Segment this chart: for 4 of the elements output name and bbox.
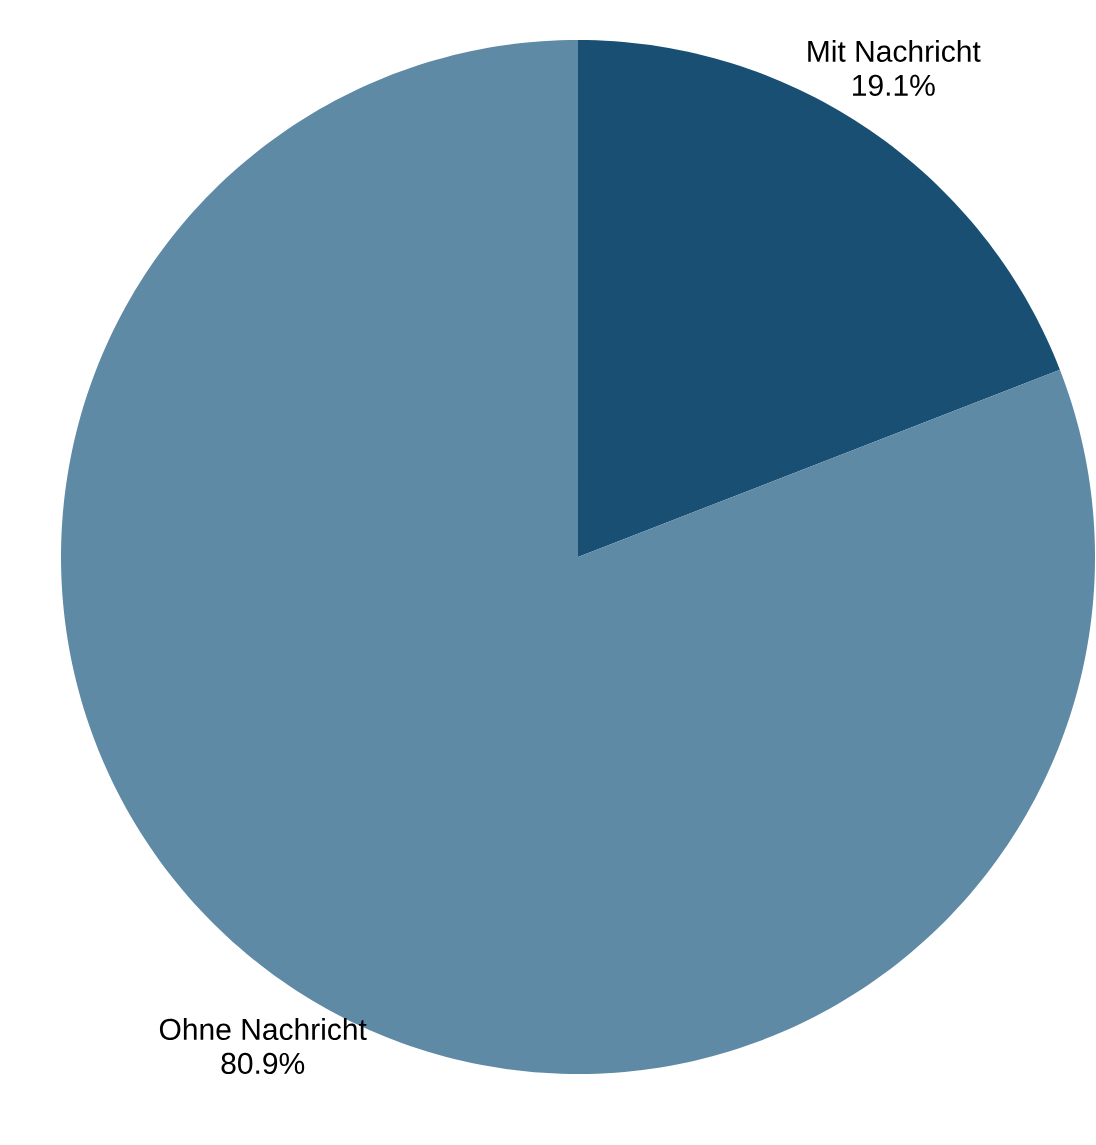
slice-label: Mit Nachricht	[808, 39, 981, 62]
slice-label: Ohne Nachricht	[159, 1018, 367, 1041]
data-label: 80.9%	[221, 1052, 305, 1075]
data-label: 19.1%	[853, 74, 935, 96]
